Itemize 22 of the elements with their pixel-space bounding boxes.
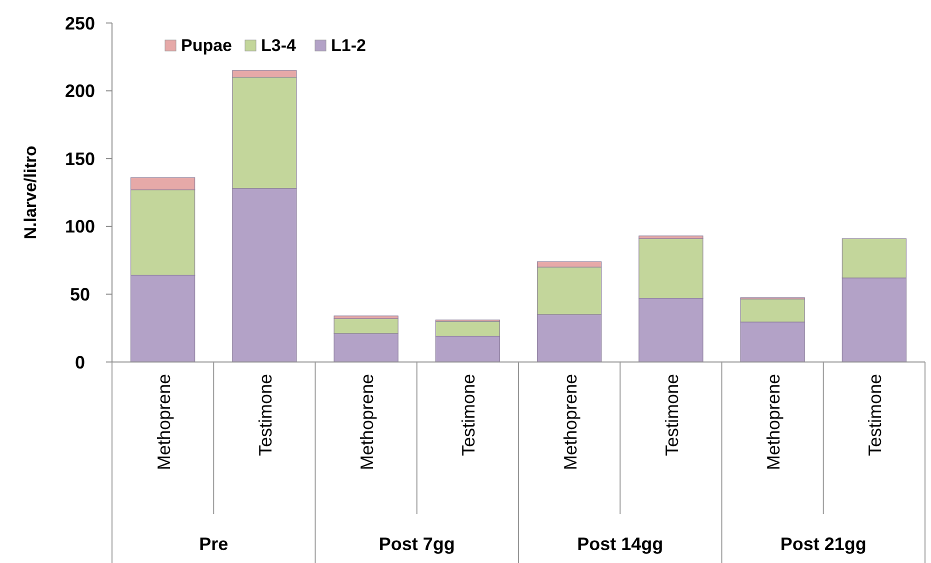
x-tick-label: Testimone	[255, 374, 276, 456]
legend-label: L3-4	[261, 36, 296, 55]
x-tick-label: Methoprene	[154, 374, 174, 470]
legend-label: Pupae	[181, 36, 232, 55]
text: Post 7gg	[378, 534, 455, 554]
x-tick-label: Testimone	[865, 374, 886, 456]
y-tick-label: 0	[74, 352, 86, 372]
x-tick-label: Methoprene	[357, 374, 378, 470]
legend-label: L1-2	[331, 36, 366, 55]
text: Pre	[199, 534, 228, 554]
x-tick-label: Methoprene	[764, 374, 784, 470]
y-tick-label: 50	[70, 284, 90, 304]
y-tick-label: 100	[64, 216, 96, 237]
x-tick-label: Methoprene	[560, 374, 580, 470]
y-axis-title: N.larve/litro	[21, 146, 40, 240]
y-tick-label: 150	[64, 148, 96, 169]
text: Post 21gg	[780, 534, 866, 554]
y-tick-label: 200	[64, 81, 96, 102]
x-tick-label: Testimone	[458, 374, 479, 456]
y-tick-label: 250	[64, 13, 96, 34]
text: Post 14gg	[577, 534, 664, 554]
x-tick-label: Testimone	[662, 374, 682, 456]
